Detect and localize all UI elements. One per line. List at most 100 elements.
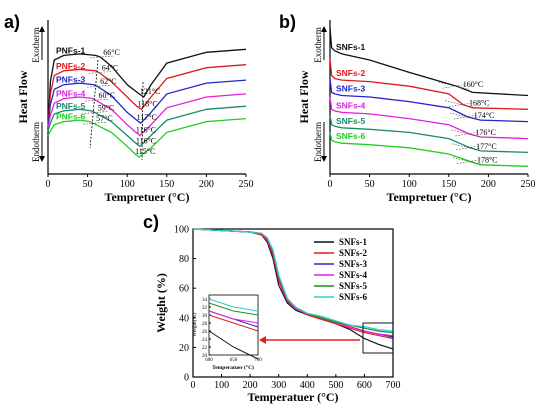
b-endotherm-label: Endotherm [313,122,323,162]
a-x-tick-label: 0 [46,179,51,190]
b-series-1 [329,27,529,97]
b-series-5 [329,115,529,154]
b-tangent [452,157,484,165]
inset-series-2 [208,314,259,332]
a-x-tick-label: 200 [199,179,214,190]
a-x-tick-label: 150 [159,179,174,190]
c-x-tick-label: 600 [357,380,372,391]
a-exo-arrowhead [39,26,45,32]
c-y-tick-label: 80 [179,254,189,265]
a-peak-annotation: 116°C [136,136,156,145]
inset-y-tick-label: 32 [202,306,208,311]
c-y-tick-label: 40 [179,313,189,324]
b-series-2 [329,58,529,110]
c-y-title: Weight (%) [154,273,168,333]
a-x-tick-label: 50 [83,179,93,190]
c-legend-label: SNFs-3 [339,259,368,269]
a-series-label: PNFs-1 [56,45,86,55]
b-tg-annotation: 174°C [474,111,495,120]
panel-b-label: b) [279,12,296,32]
a-y-title: Heat Flow [16,70,30,123]
a-onset-annotation: 62°C [100,77,117,86]
b-y-title: Heat Flow [297,70,311,123]
a-onset-annotation: 59°C [98,103,115,112]
a-x-tick-label: 250 [239,179,254,190]
c-x-tick-label: 700 [386,380,401,391]
c-legend-label: SNFs-5 [339,281,368,291]
a-series-3 [47,79,247,128]
a-endo-arrowhead [39,156,45,162]
c-inset-y-title: Weight(%) [191,313,198,337]
inset-y-tick-label: 34 [202,298,208,303]
c-x-tick-label: 200 [243,380,258,391]
b-x-tick-label: 200 [481,179,496,190]
inset-y-tick-label: 22 [202,346,208,351]
a-series-label: PNFs-2 [56,61,86,71]
inset-series-5 [208,302,259,316]
b-exotherm-label: Exotherm [313,27,323,63]
chart-b: 0 50 100 150 200 250 Tempretuer (°C) Heat Flo… [297,20,536,204]
chart-a: 0 50 100 150 200 250 Tempretuer (°C) Heat Flo… [16,20,254,204]
a-onset-annotation: 66°C [103,48,120,57]
c-x-tick-label: 100 [214,380,229,391]
inset-series-6 [208,298,259,312]
a-tangent [90,55,115,59]
inset-y-tick-label: 30 [202,314,208,319]
a-tangent [84,111,109,114]
b-series-label: SNFs-6 [336,131,366,141]
inset-y-tick-label: 28 [202,322,208,327]
a-series-5 [47,105,247,148]
a-tangent [87,84,112,88]
b-tangent [449,112,480,121]
b-tangent [449,102,474,107]
a-tangent [85,98,110,102]
b-tg-annotation: 178°C [477,156,498,165]
c-x-tick-label: 300 [271,380,286,391]
c-inset: 20 22 24 26 28 30 32 34 600 650 700 Temperatuer (… [191,294,262,371]
c-inset-frame [208,294,259,356]
b-tg-annotation: 160°C [463,80,484,89]
a-peak-annotation: 115°C [135,147,155,156]
a-x-title: Tempretuer (°C) [105,190,190,204]
a-guide-arrow-1 [89,59,99,149]
b-tangent [442,83,467,89]
b-tangent [455,131,480,137]
b-series-label: SNFs-2 [336,68,366,78]
a-peak-annotation: 118°C [137,99,157,108]
a-series-label: PNFs-6 [56,112,86,122]
b-tangent [451,129,482,138]
a-series-label: PNFs-4 [56,89,86,99]
c-zoom-arrowhead [259,336,266,344]
c-legend-label: SNFs-4 [339,270,368,280]
inset-y-tick-label: 20 [202,354,208,359]
b-tg-annotation: 176°C [475,128,496,137]
inset-y-tick-label: 26 [202,330,208,335]
b-x-tick-label: 0 [328,179,333,190]
b-tangent [456,159,482,164]
chart-c: 0 100 200 300 400 500 600 700 0 20 40 60 80 100 Temp… [154,225,401,405]
c-inset-x-title: Temperatuer (°C) [212,364,254,371]
b-tangent [456,145,481,151]
inset-x-tick-label: 700 [254,358,262,363]
c-legend-label: SNFs-2 [339,248,368,258]
inset-x-tick-label: 600 [205,358,213,363]
a-onset-annotation: 57°C [96,114,113,123]
b-series-label: SNFs-3 [336,83,366,93]
inset-x-tick-label: 650 [230,358,238,363]
b-x-tick-label: 150 [441,179,456,190]
c-legend-label: SNFs-6 [339,292,368,302]
a-series-4 [47,93,247,137]
c-y-tick-label: 20 [179,343,189,354]
b-exo-arrowhead [321,26,327,32]
c-y-tick-label: 60 [179,284,189,295]
b-tangent [438,81,469,90]
b-series-6 [329,132,529,167]
a-peak-annotation: 116°C [136,126,156,135]
a-series-label: PNFs-3 [56,75,86,85]
c-x-tick-label: 400 [300,380,315,391]
a-guide-arrow-2 [141,81,144,161]
c-x-tick-label: 500 [328,380,343,391]
c-zoom-box [362,322,394,354]
